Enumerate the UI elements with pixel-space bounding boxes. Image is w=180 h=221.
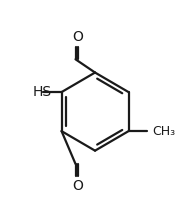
Text: O: O [72,30,83,44]
Text: O: O [72,179,83,193]
Text: HS: HS [32,85,51,99]
Text: CH₃: CH₃ [152,125,175,138]
